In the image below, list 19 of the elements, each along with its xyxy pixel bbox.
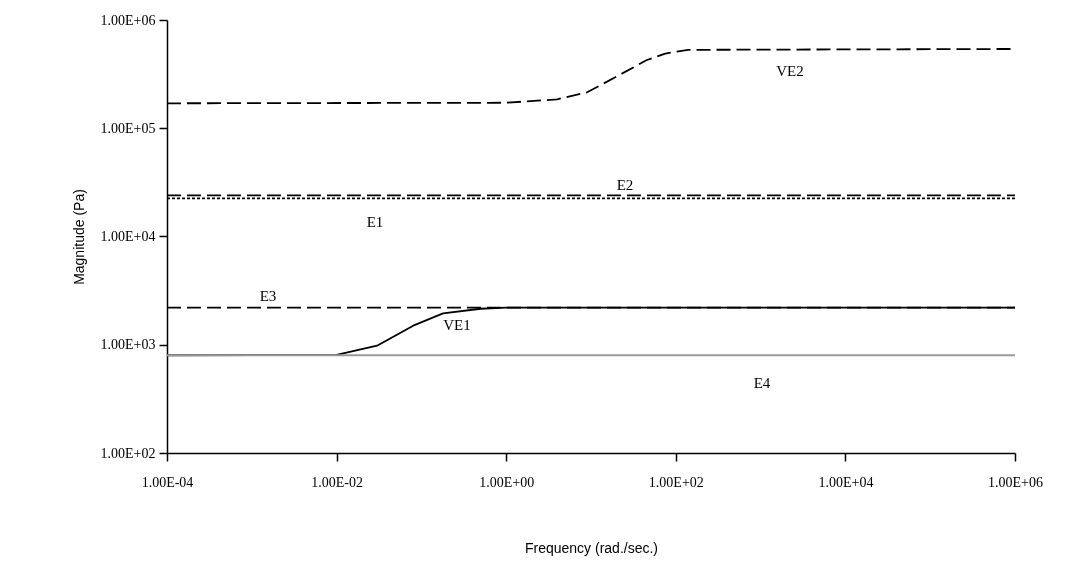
y-tick-label: 1.00E+06 [100,12,156,28]
x-tick-label: 1.00E-02 [311,474,363,490]
x-tick-label: 1.00E+02 [648,474,704,490]
series-label: E3 [259,287,277,304]
y-tick-label: 1.00E+05 [100,120,156,136]
series-label: VE1 [443,316,471,333]
series-label: E2 [616,177,634,194]
y-tick-label: 1.00E+04 [100,229,156,244]
x-tick-label: 1.00E+04 [818,474,874,490]
y-tick-label: 1.00E+02 [100,445,156,461]
y-axis-title: Magnitude (Pa) [70,189,87,285]
x-tick-label: 1.00E+06 [988,474,1043,490]
series-label: E1 [366,214,384,231]
series-label: VE2 [776,62,804,79]
y-tick-label: 1.00E+03 [100,337,156,353]
x-tick-label: 1.00E-04 [141,474,194,490]
x-tick-label: 1.00E+00 [479,474,535,490]
series-label: E4 [753,375,771,392]
x-axis-title: Frequency (rad./sec.) [524,539,659,556]
